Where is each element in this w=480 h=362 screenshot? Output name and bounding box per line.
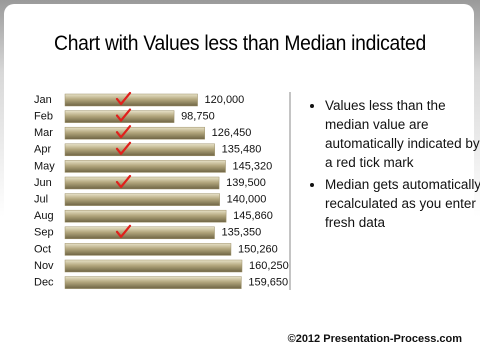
bar [64,93,198,107]
bar [64,126,205,140]
value-label: 120,000 [205,94,245,106]
y-tick-label: Aug [34,210,54,222]
value-label: 150,260 [238,243,278,255]
value-label: 98,750 [181,111,215,123]
below-median-tick [115,224,132,238]
value-label: 140,000 [227,194,267,206]
y-tick-label: Jun [34,177,52,189]
y-tick-label: Mar [34,127,53,139]
y-tick-label: Jul [34,194,48,206]
bar [64,259,243,273]
y-tick-label: Nov [34,260,54,272]
value-label: 139,500 [226,177,266,189]
value-label: 135,350 [221,227,261,239]
below-median-tick [115,174,132,189]
bar [64,110,175,123]
value-label: 135,480 [222,144,262,156]
footer: ©2012 Presentation-Process.com [287,333,462,345]
value-label: 159,650 [248,277,288,289]
y-tick-label: Jan [34,94,52,106]
bar [64,226,215,240]
bullet: Median gets automatically recalculated a… [325,175,480,232]
chart-title: Chart with Values less than Median indic… [54,32,426,55]
bullet-list: Values less than the median value are au… [305,96,480,235]
value-label: 145,320 [233,160,273,172]
y-tick-label: Dec [34,277,54,289]
below-median-tick [115,141,132,155]
value-label: 145,860 [233,210,273,222]
y-tick-label: Oct [34,243,51,255]
bullet: Values less than the median value are au… [325,96,480,172]
y-tick-label: May [34,160,55,172]
y-tick-label: Feb [34,111,53,123]
bar [64,243,232,256]
bar [64,193,220,206]
below-median-tick [115,108,132,122]
bar [64,143,215,157]
below-median-tick [115,91,132,106]
value-label: 160,250 [249,260,289,272]
bar [64,160,226,173]
y-tick-label: Apr [34,144,51,156]
bar [64,276,242,289]
y-tick-label: Sep [34,227,54,239]
value-label: 126,450 [212,127,252,139]
bar [64,209,227,223]
below-median-tick [115,125,132,139]
bar [64,176,220,190]
